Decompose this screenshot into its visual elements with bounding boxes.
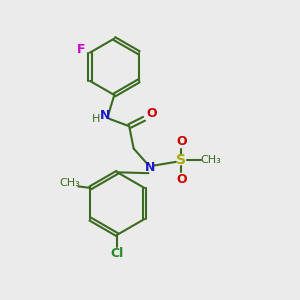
- Text: F: F: [77, 43, 86, 56]
- Text: CH₃: CH₃: [59, 178, 80, 188]
- Text: N: N: [145, 161, 155, 174]
- Text: Cl: Cl: [111, 247, 124, 260]
- Text: S: S: [176, 153, 186, 167]
- Text: H: H: [92, 114, 100, 124]
- Text: O: O: [147, 107, 158, 120]
- Text: N: N: [100, 109, 111, 122]
- Text: O: O: [176, 135, 187, 148]
- Text: CH₃: CH₃: [200, 155, 221, 165]
- Text: O: O: [176, 173, 187, 186]
